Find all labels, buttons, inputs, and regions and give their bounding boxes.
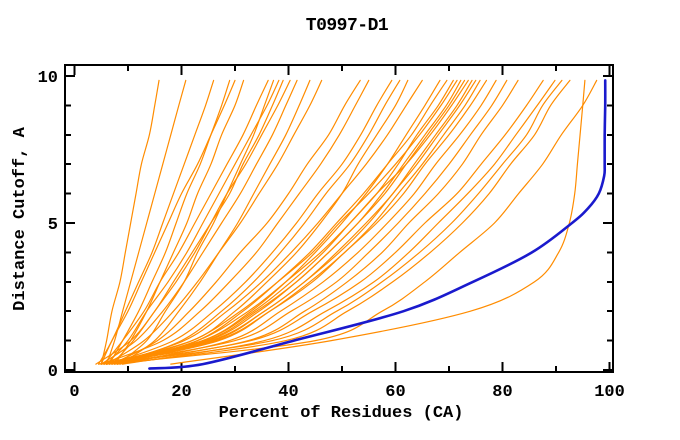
model-curve <box>170 79 586 365</box>
model-curve <box>106 79 280 365</box>
best-model-curve <box>148 79 607 370</box>
x-tick-label: 40 <box>278 383 298 402</box>
x-axis-label: Percent of Residues (CA) <box>219 404 464 423</box>
y-tick-label: 10 <box>38 69 58 88</box>
model-curve <box>108 79 231 365</box>
x-tick-label: 80 <box>492 383 512 402</box>
model-curve <box>100 79 370 365</box>
model-curve <box>106 79 441 365</box>
model-curve <box>106 79 323 365</box>
model-curve <box>116 79 571 365</box>
model-curve <box>100 79 508 365</box>
model-curve <box>97 79 466 365</box>
model-curve <box>103 79 269 365</box>
y-axis-label: Distance Cutoff, A <box>11 126 30 310</box>
y-tick-label: 0 <box>48 363 58 382</box>
model-curve <box>111 79 423 365</box>
model-curve <box>116 79 401 365</box>
model-curve <box>100 79 236 365</box>
model-curve <box>122 79 448 365</box>
chart-title: T0997-D1 <box>306 16 389 36</box>
x-tick-label: 20 <box>171 383 191 402</box>
model-curve <box>108 79 473 365</box>
plot-frame <box>64 64 614 373</box>
model-curve <box>122 79 556 365</box>
model-curve <box>100 79 298 365</box>
model-curve <box>111 79 361 365</box>
x-tick-label: 60 <box>385 383 405 402</box>
frame-border <box>64 64 614 373</box>
model-curve <box>106 79 187 365</box>
model-curve <box>106 79 488 365</box>
model-curve <box>108 79 598 365</box>
model-curve <box>106 79 544 365</box>
model-curve <box>116 79 469 365</box>
model-curve <box>116 79 275 365</box>
model-curve <box>119 79 311 365</box>
model-curve <box>97 79 215 365</box>
axis-ticks <box>66 66 612 371</box>
model-curve <box>111 79 481 365</box>
x-tick-label: 100 <box>594 383 625 402</box>
model-curve <box>114 79 458 365</box>
x-tick-label: 0 <box>69 383 79 402</box>
model-curve <box>108 79 393 365</box>
model-curve <box>100 79 160 365</box>
y-tick-label: 5 <box>48 216 58 235</box>
model-curve <box>111 79 291 365</box>
axis-tick-labels: 0 20 40 60 80 100 0 5 10 <box>38 69 625 402</box>
model-curve <box>103 79 477 365</box>
model-curve <box>114 79 519 365</box>
model-curve <box>103 79 409 365</box>
model-curve <box>119 79 497 365</box>
model-curve <box>114 79 245 365</box>
model-curve <box>103 79 563 365</box>
model-curves <box>95 79 607 370</box>
